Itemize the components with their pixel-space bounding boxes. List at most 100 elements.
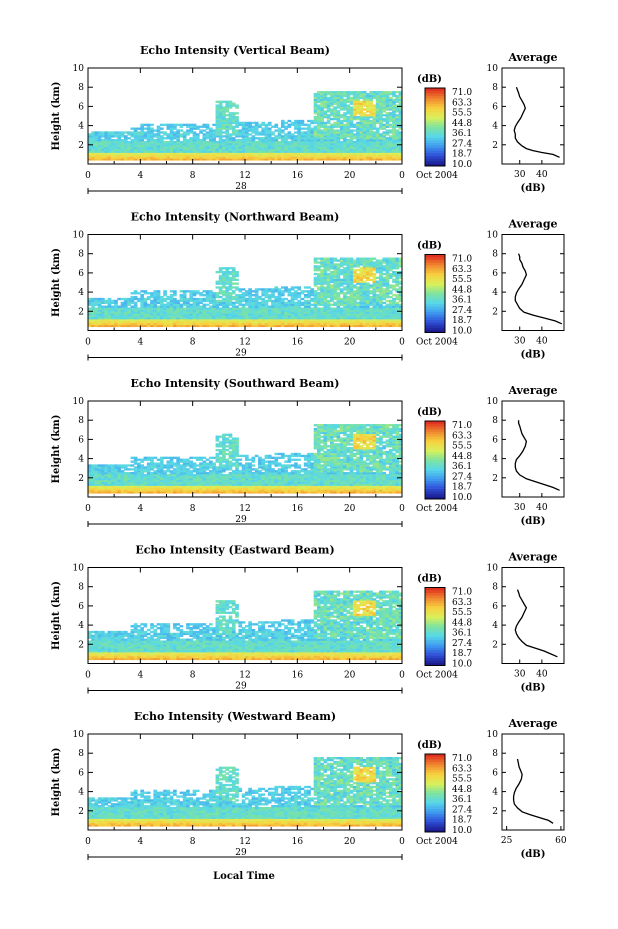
heatmap-cell xyxy=(330,320,334,324)
colorbar-segment xyxy=(425,124,445,128)
heatmap-cell xyxy=(146,142,151,146)
heatmap-cell xyxy=(339,129,344,132)
heatmap-cell xyxy=(297,324,301,328)
heatmap-cell xyxy=(352,117,357,121)
heatmap-cell xyxy=(209,154,213,157)
heatmap-cell xyxy=(169,123,174,126)
heatmap-cell xyxy=(277,146,282,150)
heatmap-cell xyxy=(225,324,230,328)
heatmap-cell xyxy=(382,144,387,148)
heatmap-cell xyxy=(199,140,203,144)
heatmap-cell xyxy=(307,324,311,328)
heatmap-cell xyxy=(336,288,341,291)
heatmap-cell xyxy=(343,272,347,276)
heatmap-cell xyxy=(349,140,354,144)
heatmap-cell xyxy=(310,307,315,310)
heatmap-cell xyxy=(310,140,315,144)
heatmap-cell xyxy=(261,317,266,320)
heatmap-cell xyxy=(146,129,151,132)
heatmap-cell xyxy=(343,261,347,264)
heatmap-cell xyxy=(326,104,331,107)
heatmap-cell xyxy=(274,317,279,320)
heatmap-cell xyxy=(130,144,135,148)
heatmap-cell xyxy=(316,114,321,117)
heatmap-cell xyxy=(313,137,318,140)
heatmap-cell xyxy=(110,299,115,303)
heatmap-cell xyxy=(251,150,256,153)
heatmap-cell xyxy=(248,292,252,295)
heatmap-cell xyxy=(199,144,203,148)
heatmap-cell xyxy=(346,282,351,285)
colorbar-segment xyxy=(425,280,445,284)
heatmap-cell xyxy=(254,292,259,295)
heatmap-cell xyxy=(163,292,167,295)
heatmap-cell xyxy=(388,102,393,105)
heatmap-cell xyxy=(241,148,246,151)
heatmap-cell xyxy=(310,158,315,161)
heatmap-cell xyxy=(117,318,122,322)
heatmap-cell xyxy=(333,307,337,310)
heatmap-cell xyxy=(280,121,285,125)
heatmap-cell xyxy=(392,92,396,96)
heatmap-cell xyxy=(307,292,311,295)
heatmap-cell xyxy=(150,135,154,138)
heatmap-cell xyxy=(241,295,246,299)
heatmap-cell xyxy=(333,110,337,113)
heatmap-cell xyxy=(372,133,377,136)
heatmap-cell xyxy=(238,322,243,326)
heatmap-cell xyxy=(356,131,360,134)
heatmap-cell xyxy=(316,100,321,103)
heatmap-cell xyxy=(297,309,301,312)
heatmap-cell xyxy=(225,307,230,310)
heatmap-cell xyxy=(320,294,324,297)
heatmap-cell xyxy=(284,303,288,306)
heatmap-cell xyxy=(356,133,360,136)
heatmap-cell xyxy=(330,112,334,115)
heatmap-cell xyxy=(284,150,288,153)
heatmap-cell xyxy=(284,301,288,305)
heatmap-cell xyxy=(297,131,301,134)
heatmap-cell xyxy=(192,142,197,146)
heatmap-cell xyxy=(186,324,190,328)
heatmap-cell xyxy=(336,301,341,305)
heatmap-cell xyxy=(366,146,370,150)
heatmap-cell xyxy=(146,144,151,148)
heatmap-cell xyxy=(349,139,354,142)
heatmap-cell xyxy=(375,135,380,138)
heatmap-cell xyxy=(366,92,370,96)
heatmap-cell xyxy=(192,152,197,155)
heatmap-cell xyxy=(303,144,308,148)
heatmap-cell xyxy=(382,148,387,151)
heatmap-cell xyxy=(205,317,210,320)
heatmap-cell xyxy=(189,324,194,328)
heatmap-cell xyxy=(366,119,370,123)
heatmap-cell xyxy=(323,303,328,306)
heatmap-cell xyxy=(297,144,301,148)
colorbar-segment xyxy=(425,319,445,323)
heatmap-cell xyxy=(330,297,334,301)
heatmap-cell xyxy=(222,317,226,320)
heatmap-cell xyxy=(146,150,151,153)
heatmap-cell xyxy=(212,129,216,132)
heatmap-cell xyxy=(261,148,266,151)
heatmap-cell xyxy=(287,317,292,320)
heatmap-cell xyxy=(310,299,315,303)
heatmap-cell xyxy=(336,110,341,113)
heatmap-cell xyxy=(352,98,357,102)
x-tick-label: 8 xyxy=(190,171,196,181)
heatmap-cell xyxy=(153,317,158,320)
heatmap-cell xyxy=(264,324,269,328)
heatmap-cell xyxy=(225,110,230,113)
heatmap-cell xyxy=(251,158,256,161)
heatmap-cell xyxy=(127,152,131,155)
heatmap-cell xyxy=(300,292,305,295)
heatmap-cell xyxy=(91,142,95,146)
colorbar-segment xyxy=(425,108,445,112)
heatmap-cell xyxy=(140,156,144,159)
heatmap-cell xyxy=(336,142,341,146)
heatmap-cell xyxy=(395,104,400,107)
heatmap-cell xyxy=(101,148,105,151)
heatmap-cell xyxy=(91,137,95,140)
heatmap-cell xyxy=(339,140,344,144)
heatmap-cell xyxy=(323,110,328,113)
